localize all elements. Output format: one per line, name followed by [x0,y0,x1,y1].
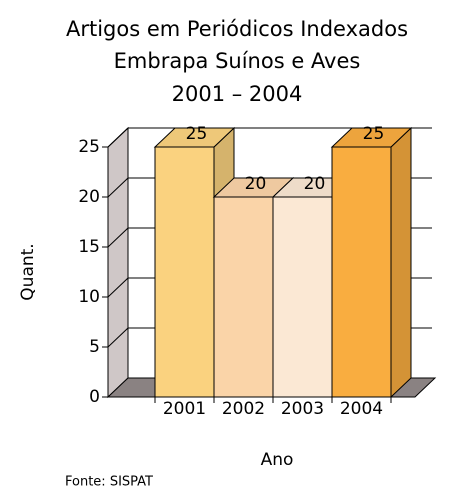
bar [213,196,274,398]
source-note: Fonte: SISPAT [65,475,153,490]
x-axis-label: Ano [261,450,294,470]
grid-line [107,177,129,198]
y-tick-label: 15 [78,237,100,257]
value-label: 20 [304,174,326,194]
bar [154,146,215,398]
value-label: 25 [363,124,385,144]
y-tick-label: 20 [78,187,100,207]
chart-subtitle: Embrapa Suínos e Aves [114,49,361,73]
x-tick-label: 2001 [163,399,206,419]
y-tick-label: 10 [78,287,100,307]
grid-line [107,327,129,348]
value-label: 20 [245,174,267,194]
x-tick-label: 2004 [340,399,383,419]
y-axis-label: Quant. [18,243,38,300]
y-tick-label: 25 [78,137,100,157]
value-label: 25 [186,124,208,144]
bar [272,196,333,398]
chart-subtitle: 2001 – 2004 [172,82,303,106]
grid-line [107,227,129,248]
grid-line [107,277,129,298]
bar [331,146,392,398]
y-tick-label: 0 [89,387,100,407]
chart-title: Artigos em Periódicos Indexados [66,17,408,41]
grid-line [107,127,129,148]
y-tick-label: 5 [89,337,100,357]
side-wall [107,126,129,399]
bar-side [390,126,412,399]
x-tick-label: 2002 [222,399,265,419]
x-tick-label: 2003 [281,399,324,419]
